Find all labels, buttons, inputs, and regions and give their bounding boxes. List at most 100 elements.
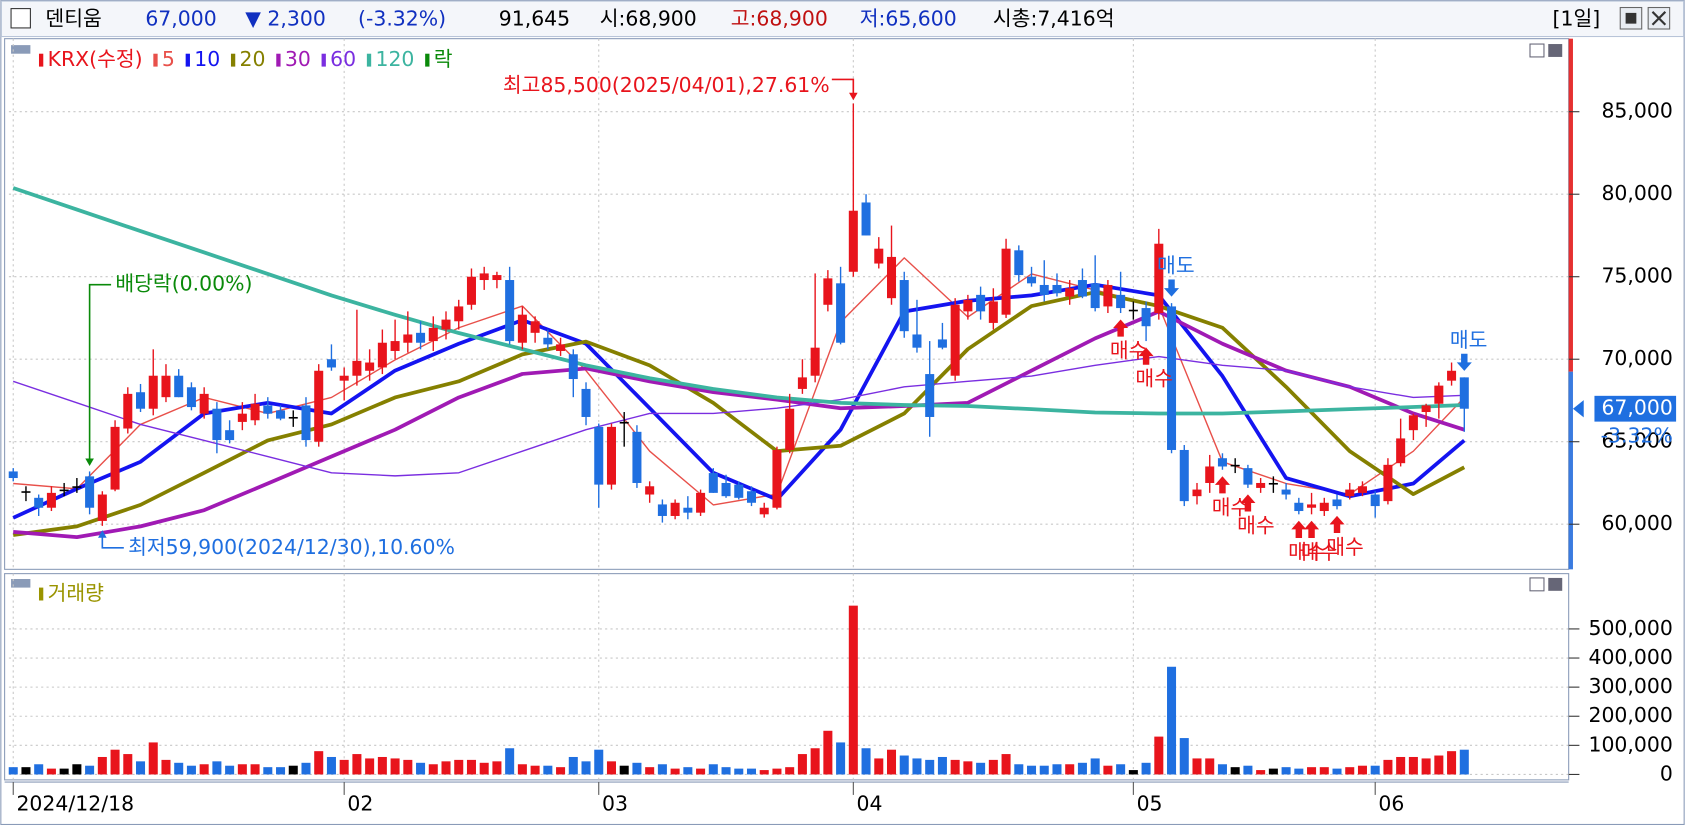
volume-bar [1383,759,1393,775]
y-tick-label: 70,000 [1601,346,1672,370]
volume-bar [479,762,489,775]
volume-bar [606,761,616,775]
buy-label: 매수 [1326,535,1364,559]
volume-bar [352,754,362,775]
candle-body [1039,284,1049,295]
header-bar [0,0,1685,38]
volume-bar [1065,764,1075,775]
buy-arrow [1214,476,1230,494]
buy-arrow [1138,347,1154,365]
volume-bar [263,767,273,775]
y-tick-label: 60,000 [1601,511,1672,535]
volume-bar [1281,767,1291,775]
period[interactable]: [1일] [1553,6,1601,30]
panel-close[interactable] [1548,44,1563,57]
volume-bar [314,751,324,775]
volume-bar [581,761,591,775]
high-price: 고:68,900 [731,6,828,30]
candle-body [1307,504,1317,508]
last-price-pointer [1572,400,1584,418]
close-icon [1651,11,1667,26]
candle-body [34,497,44,508]
legend-label: 60 [330,47,356,71]
candle-body [276,410,286,419]
candle-body [339,375,349,381]
candle-body [988,301,998,323]
volume-bar [466,759,476,775]
volume-bar [1434,755,1444,775]
volume-bar [85,765,95,775]
volume-bar [186,765,196,775]
candle-body [199,393,209,414]
checkbox[interactable] [10,8,31,29]
volume-bar [1014,764,1024,775]
candle-body [912,334,922,348]
annotation-arrow [101,534,124,549]
candle-body [797,377,807,389]
moving-average-line [12,355,1465,477]
volume-bar [161,759,171,775]
legend-label: 120 [375,47,414,71]
volume-bar [683,767,693,775]
legend-swatch [321,53,326,67]
candle-body [1027,276,1037,284]
volume-bar [810,748,820,775]
volume-bar [174,762,184,775]
buy-arrow [1329,515,1345,534]
x-tick-label: 04 [857,792,883,816]
annotation-arrow [831,78,855,95]
candle-body [1294,502,1304,512]
sell-arrow [1456,353,1472,371]
candle-body [441,319,451,330]
legend-label: 10 [194,47,220,71]
candle-body [772,449,782,508]
buy-arrow [1304,520,1320,538]
candle-body [148,375,158,409]
buy-arrow [1113,319,1129,337]
candle-body [97,494,107,521]
volume-bar [1256,770,1266,775]
volume-bar [454,759,464,775]
volume-bar [874,758,884,775]
candle-body [848,210,858,272]
candle-body [1103,284,1113,307]
panel-max[interactable] [1529,577,1545,592]
legend-swatch [153,53,158,67]
panel-max[interactable] [1529,43,1545,58]
volume-bar [963,761,973,775]
volume: 91,645 [499,6,570,30]
volume-bar [517,764,527,775]
axis-strip [1568,371,1573,570]
candle-body [466,276,476,305]
panel-close[interactable] [1548,577,1563,591]
candle-body [746,491,757,503]
volume-bar [988,759,998,775]
volume-bar [823,730,833,775]
candle-body [683,507,693,513]
moving-average-line [12,186,1465,416]
buy-label: 매수 [1301,540,1339,564]
candle-body [403,334,413,343]
candle-body [517,314,527,343]
legend-swatch [230,53,236,67]
arrow-head [98,530,107,538]
candle-body [1345,489,1355,497]
candle-body [314,370,324,442]
volume-bar [390,758,400,775]
candle-body [288,416,298,419]
candle-body [1459,377,1469,409]
buy-label: 매수 [1212,495,1250,519]
panel-handle [11,579,31,588]
volume-bar [1319,767,1329,775]
candle-body [657,504,667,516]
candle-body [1154,243,1164,314]
volume-bar [721,767,731,775]
volume-bar [556,767,566,775]
volume-bar [1052,764,1062,775]
candle-body [1077,280,1087,297]
candle-body [670,502,680,516]
candle-body [836,283,846,343]
volume-bar [492,761,502,775]
candle-body [1116,294,1126,309]
legend-swatch [366,53,372,67]
